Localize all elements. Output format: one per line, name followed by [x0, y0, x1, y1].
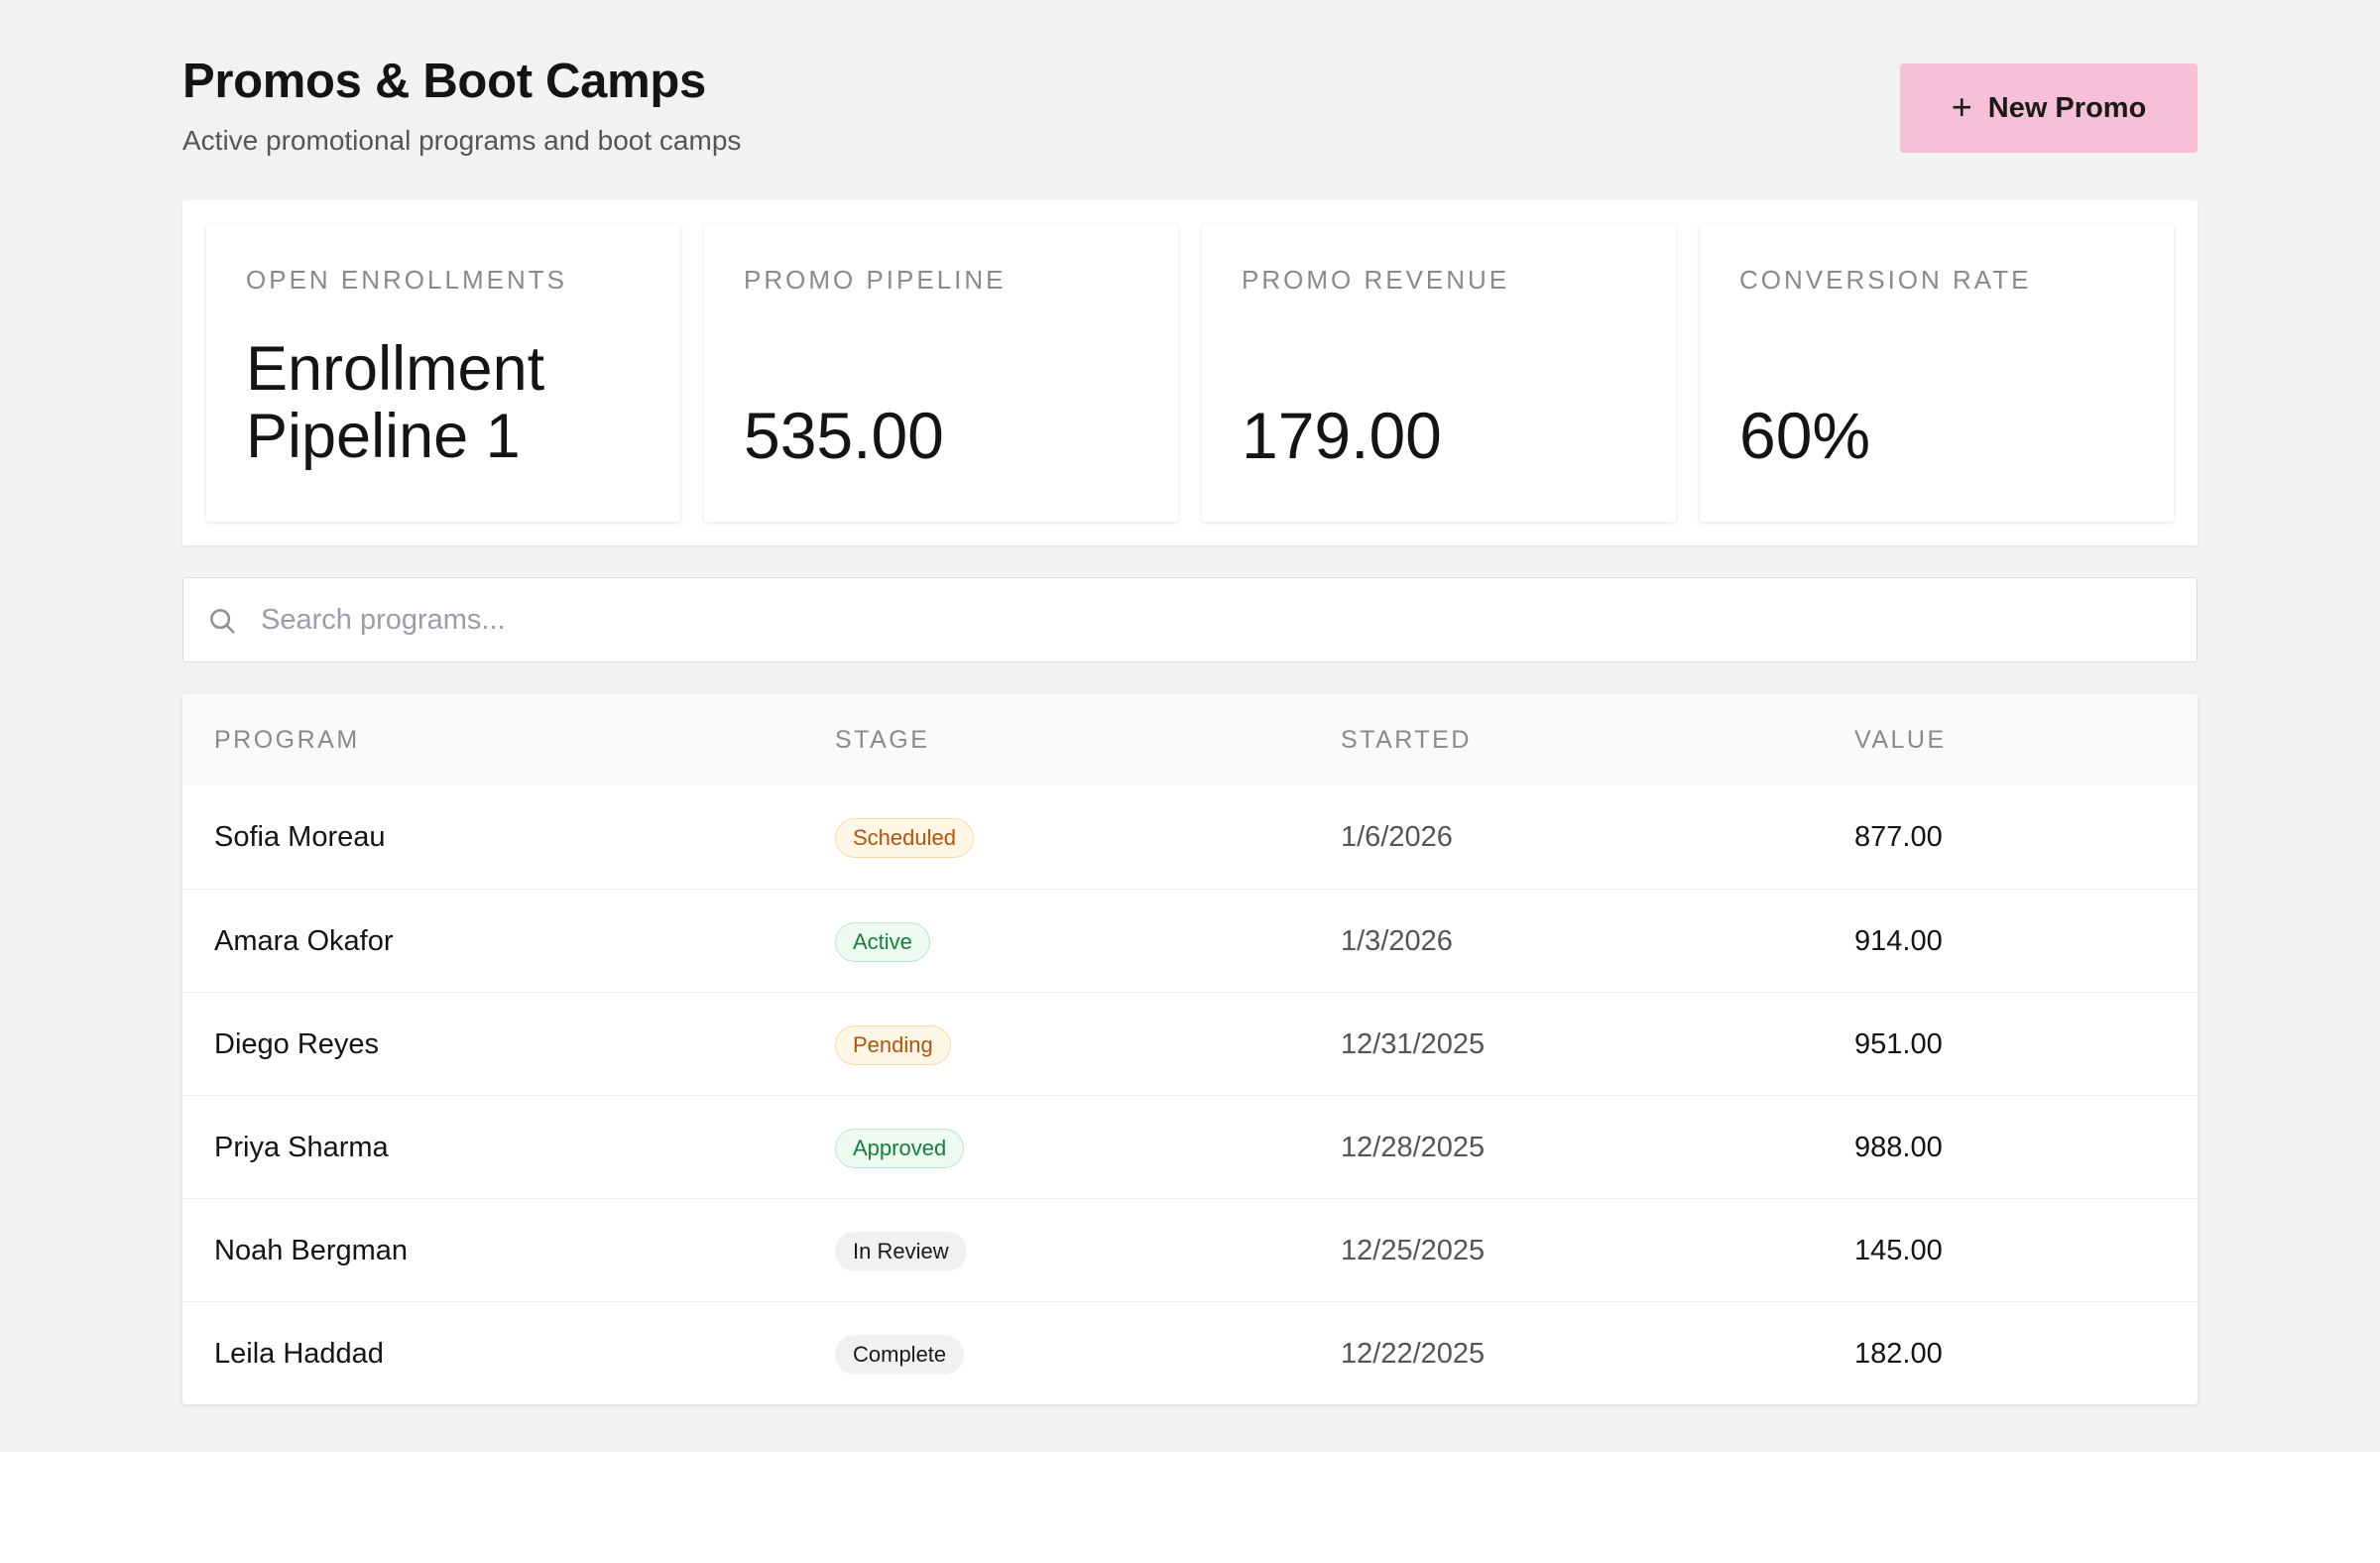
column-header-stage[interactable]: STAGE — [835, 726, 930, 754]
program-value: 988.00 — [1854, 1132, 1943, 1163]
program-name: Priya Sharma — [214, 1132, 389, 1163]
started-date: 12/28/2025 — [1341, 1132, 1486, 1163]
program-name: Leila Haddad — [214, 1338, 384, 1370]
stat-label: CONVERSION RATE — [1739, 265, 2032, 295]
program-value: 914.00 — [1854, 925, 1943, 957]
stat-card-promo-pipeline: PROMO PIPELINE 535.00 — [704, 224, 1178, 522]
stat-value: 60% — [1739, 399, 1871, 472]
table-row[interactable]: Diego Reyes Pending 12/31/2025 951.00 — [182, 992, 2198, 1095]
stat-label: OPEN ENROLLMENTS — [246, 265, 567, 295]
search-input[interactable] — [261, 578, 2145, 661]
status-badge: Approved — [835, 1129, 965, 1168]
program-value: 951.00 — [1854, 1028, 1943, 1060]
page-subtitle: Active promotional programs and boot cam… — [182, 125, 742, 156]
program-name: Diego Reyes — [214, 1028, 380, 1060]
column-header-value[interactable]: VALUE — [1854, 726, 1947, 754]
plus-icon: + — [1951, 85, 1972, 127]
stat-value: 179.00 — [1242, 399, 1442, 472]
program-name: Noah Bergman — [214, 1235, 409, 1266]
search-icon — [210, 609, 235, 634]
program-value: 182.00 — [1854, 1338, 1943, 1370]
stat-label: PROMO REVENUE — [1242, 265, 1510, 295]
started-date: 1/3/2026 — [1341, 925, 1453, 957]
table-header: PROGRAM STAGE STARTED VALUE — [182, 694, 2198, 785]
stats-panel: OPEN ENROLLMENTS Enrollment Pipeline 1 P… — [182, 200, 2198, 545]
search-box[interactable] — [182, 577, 2198, 662]
started-date: 12/31/2025 — [1341, 1028, 1486, 1060]
new-promo-button[interactable]: + New Promo — [1900, 63, 2198, 153]
stat-label: PROMO PIPELINE — [744, 265, 1007, 295]
status-badge: In Review — [835, 1232, 967, 1271]
program-name: Sofia Moreau — [214, 821, 386, 853]
table-row[interactable]: Noah Bergman In Review 12/25/2025 145.00 — [182, 1198, 2198, 1301]
table-row[interactable]: Priya Sharma Approved 12/28/2025 988.00 — [182, 1095, 2198, 1198]
stat-card-conversion-rate: CONVERSION RATE 60% — [1700, 224, 2174, 522]
programs-table: PROGRAM STAGE STARTED VALUE Sofia Moreau… — [182, 694, 2198, 1404]
started-date: 1/6/2026 — [1341, 821, 1453, 853]
started-date: 12/22/2025 — [1341, 1338, 1486, 1370]
stat-card-promo-revenue: PROMO REVENUE 179.00 — [1202, 224, 1676, 522]
started-date: 12/25/2025 — [1341, 1235, 1486, 1266]
status-badge: Complete — [835, 1335, 965, 1375]
program-value: 877.00 — [1854, 821, 1943, 853]
status-badge: Scheduled — [835, 818, 974, 858]
program-name: Amara Okafor — [214, 925, 394, 957]
page-title: Promos & Boot Camps — [182, 55, 706, 108]
new-promo-button-label: New Promo — [1987, 91, 2147, 124]
stat-value: Enrollment Pipeline 1 — [246, 334, 545, 471]
page-header: Promos & Boot Camps Active promotional p… — [182, 52, 2198, 171]
status-badge: Active — [835, 922, 930, 962]
table-row[interactable]: Leila Haddad Complete 12/22/2025 182.00 — [182, 1301, 2198, 1404]
table-body: Sofia Moreau Scheduled 1/6/2026 877.00 A… — [182, 785, 2198, 1404]
table-row[interactable]: Amara Okafor Active 1/3/2026 914.00 — [182, 889, 2198, 992]
page: Promos & Boot Camps Active promotional p… — [0, 0, 2380, 1452]
table-row[interactable]: Sofia Moreau Scheduled 1/6/2026 877.00 — [182, 785, 2198, 889]
column-header-started[interactable]: STARTED — [1341, 726, 1472, 754]
column-header-program[interactable]: PROGRAM — [214, 726, 360, 754]
status-badge: Pending — [835, 1025, 951, 1065]
stat-value: 535.00 — [744, 399, 944, 472]
stat-card-open-enrollments: OPEN ENROLLMENTS Enrollment Pipeline 1 — [206, 224, 680, 522]
program-value: 145.00 — [1854, 1235, 1943, 1266]
